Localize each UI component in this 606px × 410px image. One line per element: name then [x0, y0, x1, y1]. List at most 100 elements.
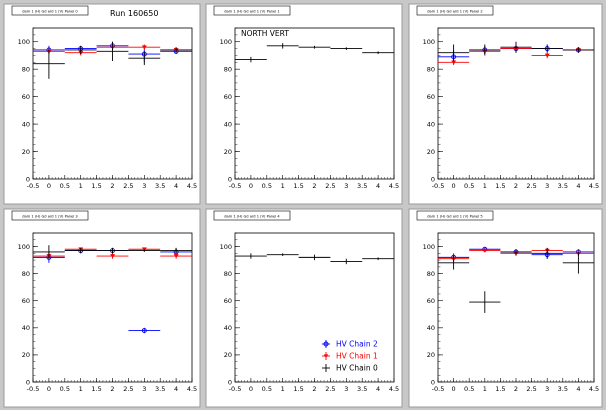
legend: HV Chain 2 HV Chain 1 HV Chain 0	[322, 340, 378, 373]
x-tick-label: 1	[79, 182, 83, 190]
legend-item: HV Chain 1	[322, 352, 378, 361]
legend-triangle-marker	[323, 354, 329, 358]
x-tick-label: 1.5	[495, 182, 505, 190]
y-tick-label: 40	[427, 120, 435, 128]
x-tick-label: 0	[47, 385, 51, 393]
x-tick-label: -0.5	[229, 182, 242, 190]
y-tick-label: 60	[427, 93, 435, 101]
x-tick-label: 3	[344, 182, 348, 190]
x-tick-label: 0.5	[262, 385, 272, 393]
panel-title: dam 1 (H) Gd ard 1 (V) Panel 0	[22, 10, 78, 14]
x-tick-label: 4.5	[389, 182, 399, 190]
x-tick-label: 2.5	[526, 385, 536, 393]
x-tick-label: 0.5	[464, 385, 474, 393]
x-tick-label: 3.5	[155, 182, 165, 190]
x-tick-label: 2.5	[526, 182, 536, 190]
legend-circle-marker	[323, 341, 329, 347]
data-point	[160, 253, 192, 259]
data-point	[96, 253, 129, 259]
panel-frame	[3, 208, 201, 408]
x-tick-label: -0.5	[432, 182, 445, 190]
data-point	[266, 43, 299, 49]
triangle-marker	[545, 53, 550, 58]
x-tick-label: -0.5	[432, 385, 445, 393]
data-point	[469, 291, 501, 313]
x-tick-label: 0	[452, 182, 456, 190]
data-point	[469, 44, 501, 56]
data-point	[500, 249, 532, 255]
chart-panel-6: dam 1 (H) Gd ard 1 (V) Panel 5-0.5 0 0.5 1 1…	[408, 208, 603, 408]
y-tick-label: 80	[22, 65, 30, 73]
data-point	[266, 253, 299, 257]
chart-panel-2: dam 1 (H) Gd ard 1 (V) Panel 1-0.5 0 0.5 1 1…	[205, 3, 403, 205]
data-point	[562, 251, 594, 274]
y-tick-label: 20	[224, 148, 232, 156]
legend-label: HV Chain 0	[336, 364, 378, 373]
x-tick-label: 3	[142, 182, 146, 190]
legend-label: HV Chain 2	[336, 340, 378, 349]
x-tick-label: 2	[110, 182, 114, 190]
x-tick-label: 1.5	[91, 385, 101, 393]
data-point	[438, 59, 470, 66]
y-tick-label: 0	[26, 378, 30, 386]
data-point	[330, 47, 363, 50]
x-tick-label: 4	[576, 385, 580, 393]
panel-frame	[205, 208, 403, 408]
x-tick-label: 4.5	[389, 385, 399, 393]
y-tick-label: 60	[224, 297, 232, 305]
series-hv-chain-0	[438, 247, 594, 313]
panel-title: dam 1 (H) Gd ard 1 (V) Panel 1	[224, 10, 279, 14]
y-tick-label: 100	[18, 38, 30, 46]
x-tick-label: 2	[312, 182, 316, 190]
panel-title: dam 1 (H) Gd ard 1 (V) Panel 5	[427, 215, 482, 219]
data-point	[64, 247, 97, 254]
data-point	[438, 256, 470, 270]
x-tick-label: 2	[514, 182, 518, 190]
panel-title-box	[11, 210, 89, 221]
circle-marker	[141, 328, 147, 333]
series-hv-chain-0	[33, 245, 192, 259]
x-tick-label: 1.5	[91, 182, 101, 190]
y-tick-label: 0	[431, 175, 435, 183]
data-point	[469, 248, 501, 253]
x-tick-label: 4.5	[589, 385, 599, 393]
series-hv-chain-0	[438, 41, 594, 61]
triangle-marker	[142, 45, 147, 50]
data-point	[96, 247, 129, 254]
x-tick-label: 4	[576, 182, 580, 190]
data-point	[128, 327, 161, 334]
x-tick-label: 3.5	[558, 182, 568, 190]
x-tick-label: 2.5	[123, 182, 133, 190]
x-tick-label: 0	[249, 385, 253, 393]
x-tick-label: 1	[281, 182, 285, 190]
data-point	[33, 48, 65, 79]
y-tick-label: 40	[427, 324, 435, 332]
triangle-marker	[173, 254, 179, 259]
panel-title: dam 1 (H) Gd ard 1 (V) Panel 3	[22, 215, 77, 219]
data-point	[128, 44, 161, 50]
series-hv-chain-0	[33, 41, 192, 79]
data-point	[96, 41, 129, 61]
panel-frame	[205, 3, 403, 205]
x-tick-label: 4.5	[187, 385, 197, 393]
y-tick-label: 60	[224, 93, 232, 101]
y-tick-label: 20	[22, 351, 30, 359]
x-tick-label: -0.5	[27, 182, 40, 190]
data-point	[438, 44, 470, 61]
x-tick-label: 3	[545, 182, 549, 190]
data-point	[128, 249, 161, 252]
data-point	[160, 247, 192, 254]
data-point	[531, 44, 563, 53]
y-tick-label: 20	[224, 351, 232, 359]
y-tick-label: 40	[22, 120, 30, 128]
data-point	[298, 45, 331, 49]
x-tick-label: 4	[174, 385, 178, 393]
panel-title-box	[11, 5, 89, 16]
x-tick-label: 3	[545, 385, 549, 393]
panel-title-box	[416, 5, 494, 16]
x-tick-label: 4.5	[589, 182, 599, 190]
y-tick-label: 40	[224, 120, 232, 128]
x-tick-label: 2.5	[123, 385, 133, 393]
y-tick-label: 80	[427, 270, 435, 278]
